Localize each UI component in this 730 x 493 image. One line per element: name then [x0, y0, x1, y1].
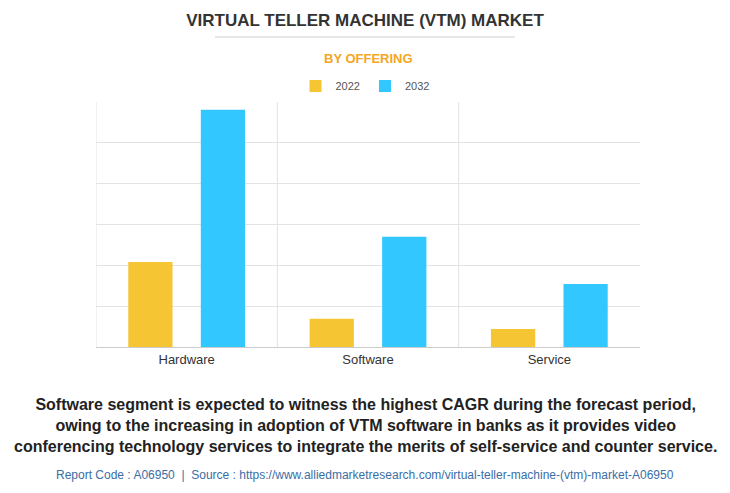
svg-text:Software: Software: [342, 352, 393, 367]
svg-text:Hardware: Hardware: [158, 352, 214, 367]
svg-text:Report Code : A06950 | Sourc: Report Code : A06950 | Source : https://…: [56, 468, 674, 482]
svg-text:BY OFFERING: BY OFFERING: [324, 51, 413, 66]
svg-text:2032: 2032: [405, 80, 429, 92]
svg-text:VIRTUAL TELLER MACHINE (VTM) M: VIRTUAL TELLER MACHINE (VTM) MARKET: [186, 11, 544, 30]
svg-text:Service: Service: [528, 352, 571, 367]
svg-text:2022: 2022: [336, 80, 360, 92]
svg-text:Software segment is expected t: Software segment is expected to witness …: [14, 396, 717, 455]
